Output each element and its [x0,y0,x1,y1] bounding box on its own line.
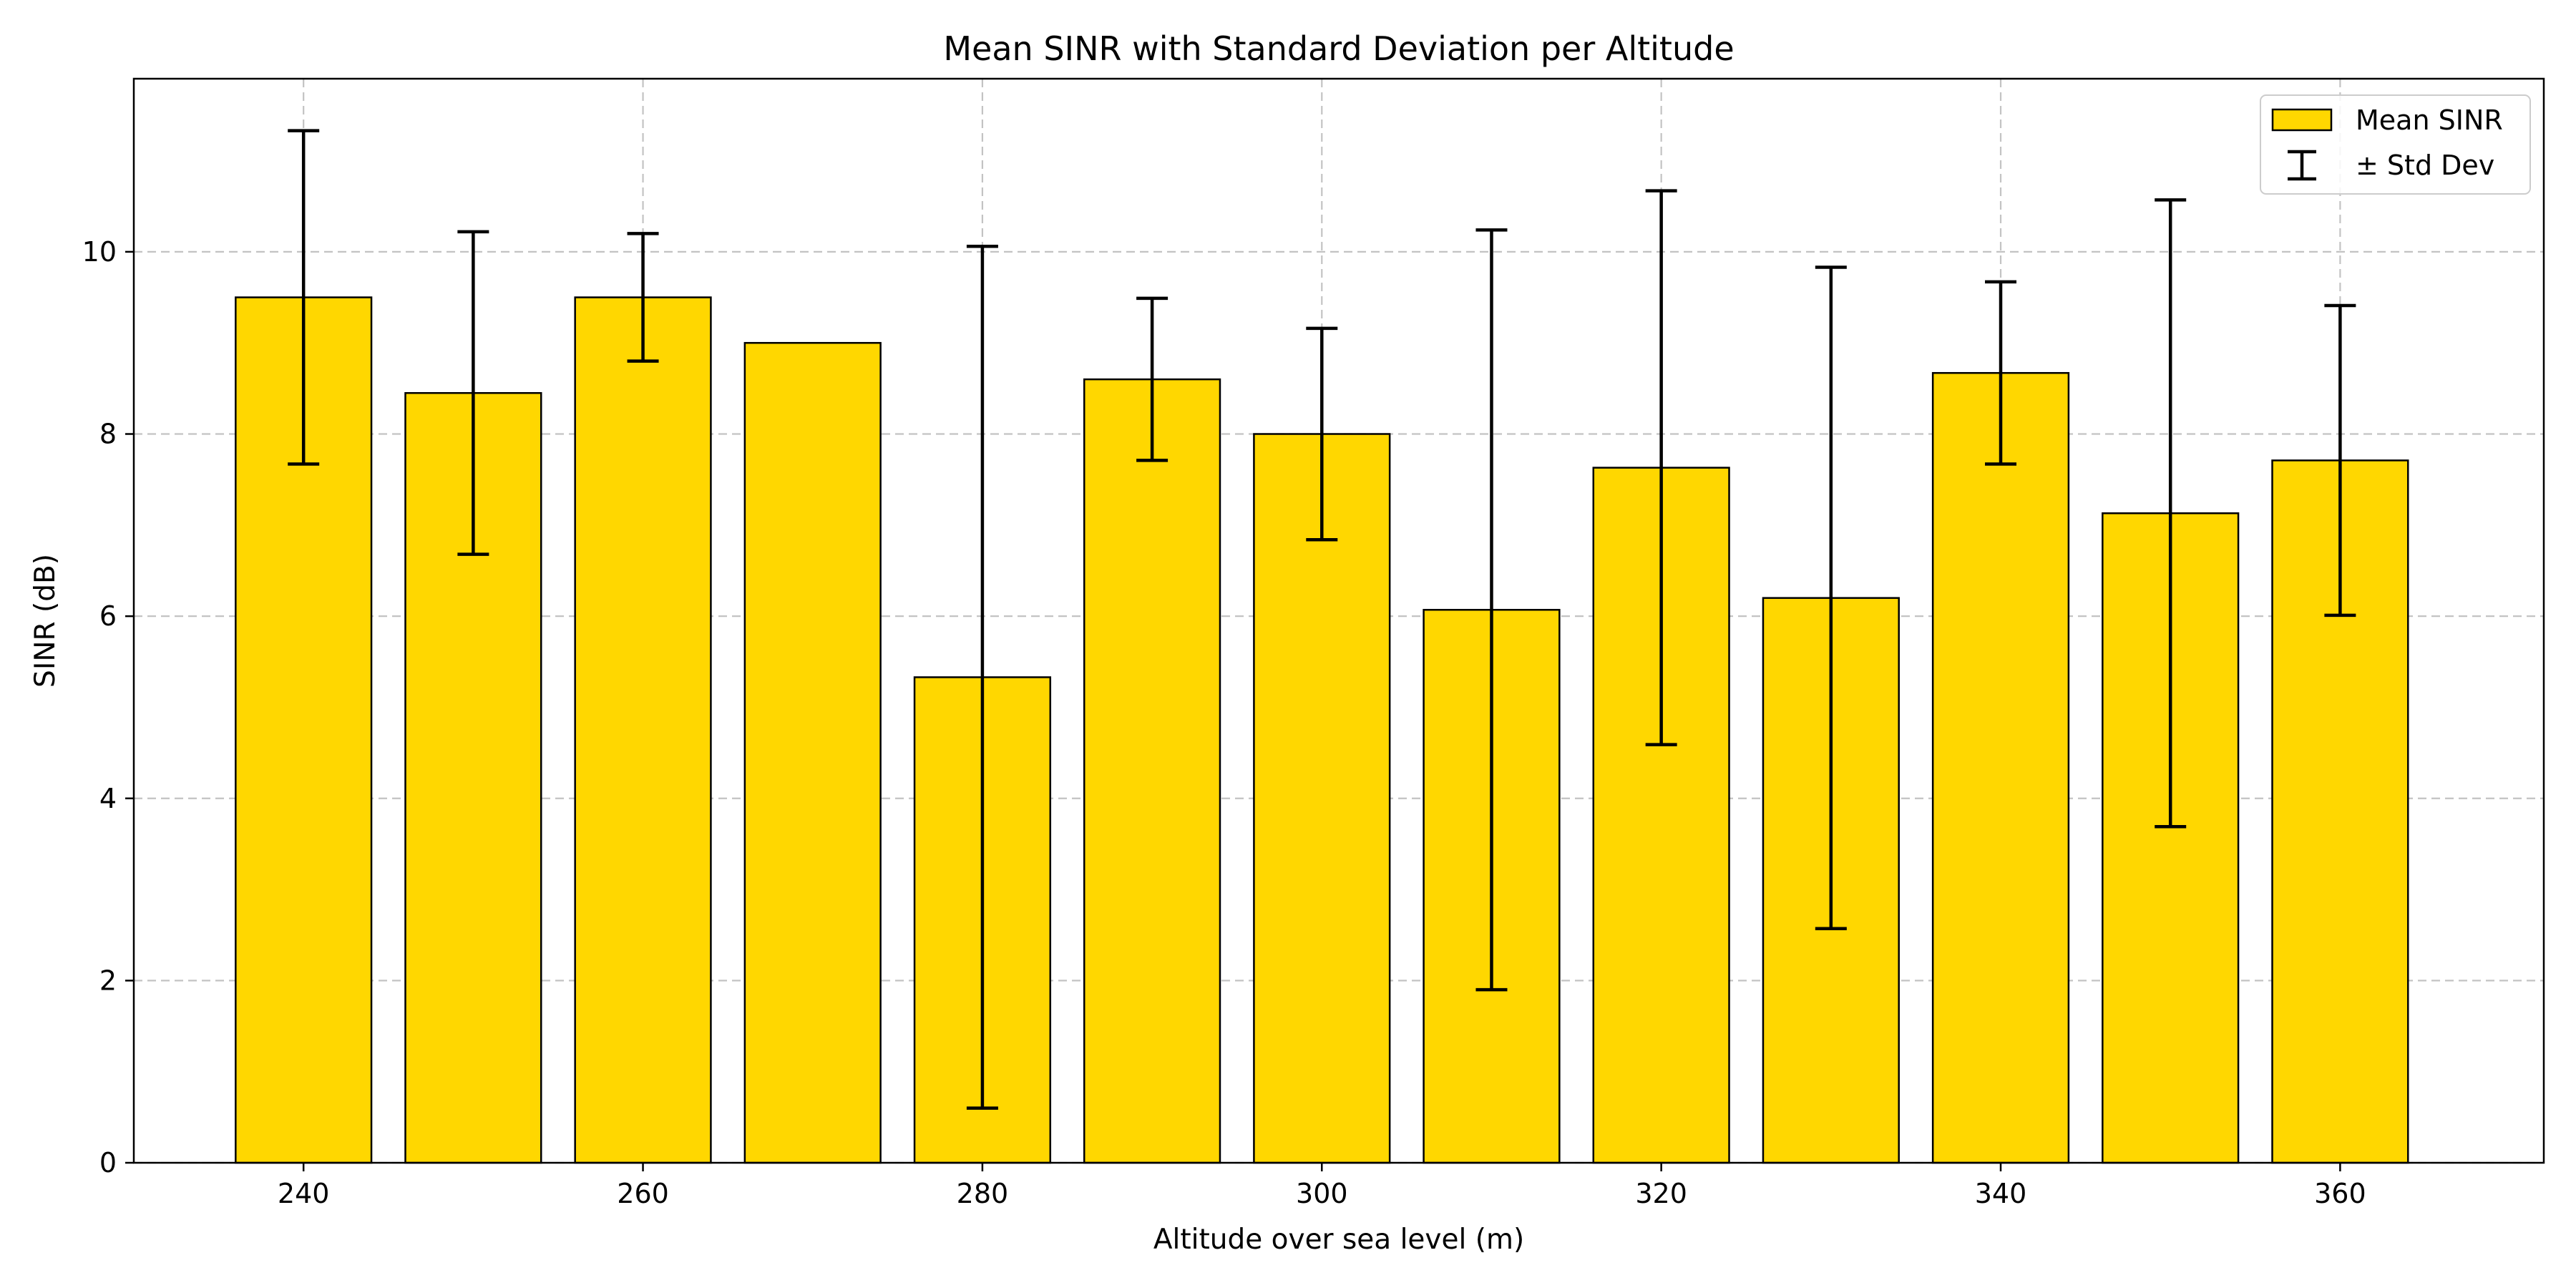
legend-label-mean-sinr: Mean SINR [2356,104,2503,136]
error-bar-360 [2324,303,2356,618]
error-bars [288,129,2356,1110]
x-tick-label-320: 320 [1635,1178,1687,1209]
x-tick-label-300: 300 [1296,1178,1348,1209]
chart-title: Mean SINR with Standard Deviation per Al… [943,29,1734,68]
y-axis-ticks: 0 2 4 6 8 10 [82,236,134,1179]
y-tick-label-6: 6 [99,600,117,632]
error-bar-340 [1985,280,2017,466]
error-bar-330 [1815,265,1847,931]
x-tick-label-340: 340 [1975,1178,2027,1209]
legend-swatch-mean-sinr [2271,108,2333,132]
bar-300 [1253,433,1391,1164]
legend-errorbar-icon [2288,150,2316,181]
error-bar-300 [1306,326,1338,542]
y-tick-label-8: 8 [99,419,117,450]
y-tick-label-2: 2 [99,965,117,996]
x-axis-label: Altitude over sea level (m) [1153,1224,1524,1256]
y-tick-label-10: 10 [82,236,117,268]
error-bar-240 [288,129,320,466]
bar-270 [743,341,882,1164]
x-tick-label-260: 260 [617,1178,669,1209]
x-tick-label-360: 360 [2314,1178,2366,1209]
bars [235,296,2409,1164]
error-bar-350 [2155,198,2187,829]
error-bar-250 [457,230,489,556]
x-axis-ticks: 240 260 280 300 320 340 360 [278,1163,2366,1209]
legend-label-std-dev: ± Std Dev [2356,150,2494,181]
error-bar-290 [1136,296,1169,462]
error-bar-320 [1645,189,1677,746]
y-axis-label: SINR (dB) [29,554,62,688]
x-tick-label-280: 280 [957,1178,1009,1209]
bar-260 [574,296,712,1164]
error-bar-260 [627,232,659,363]
y-tick-label-0: 0 [99,1147,117,1179]
plot-frame [132,77,2545,1164]
bar-340 [1931,371,2070,1164]
error-bar-280 [966,245,998,1110]
error-bar-310 [1475,228,1508,992]
y-tick-label-4: 4 [99,783,117,814]
bar-290 [1083,378,1221,1164]
legend: Mean SINR ± Std Dev [2260,94,2531,195]
x-tick-label-240: 240 [278,1178,330,1209]
